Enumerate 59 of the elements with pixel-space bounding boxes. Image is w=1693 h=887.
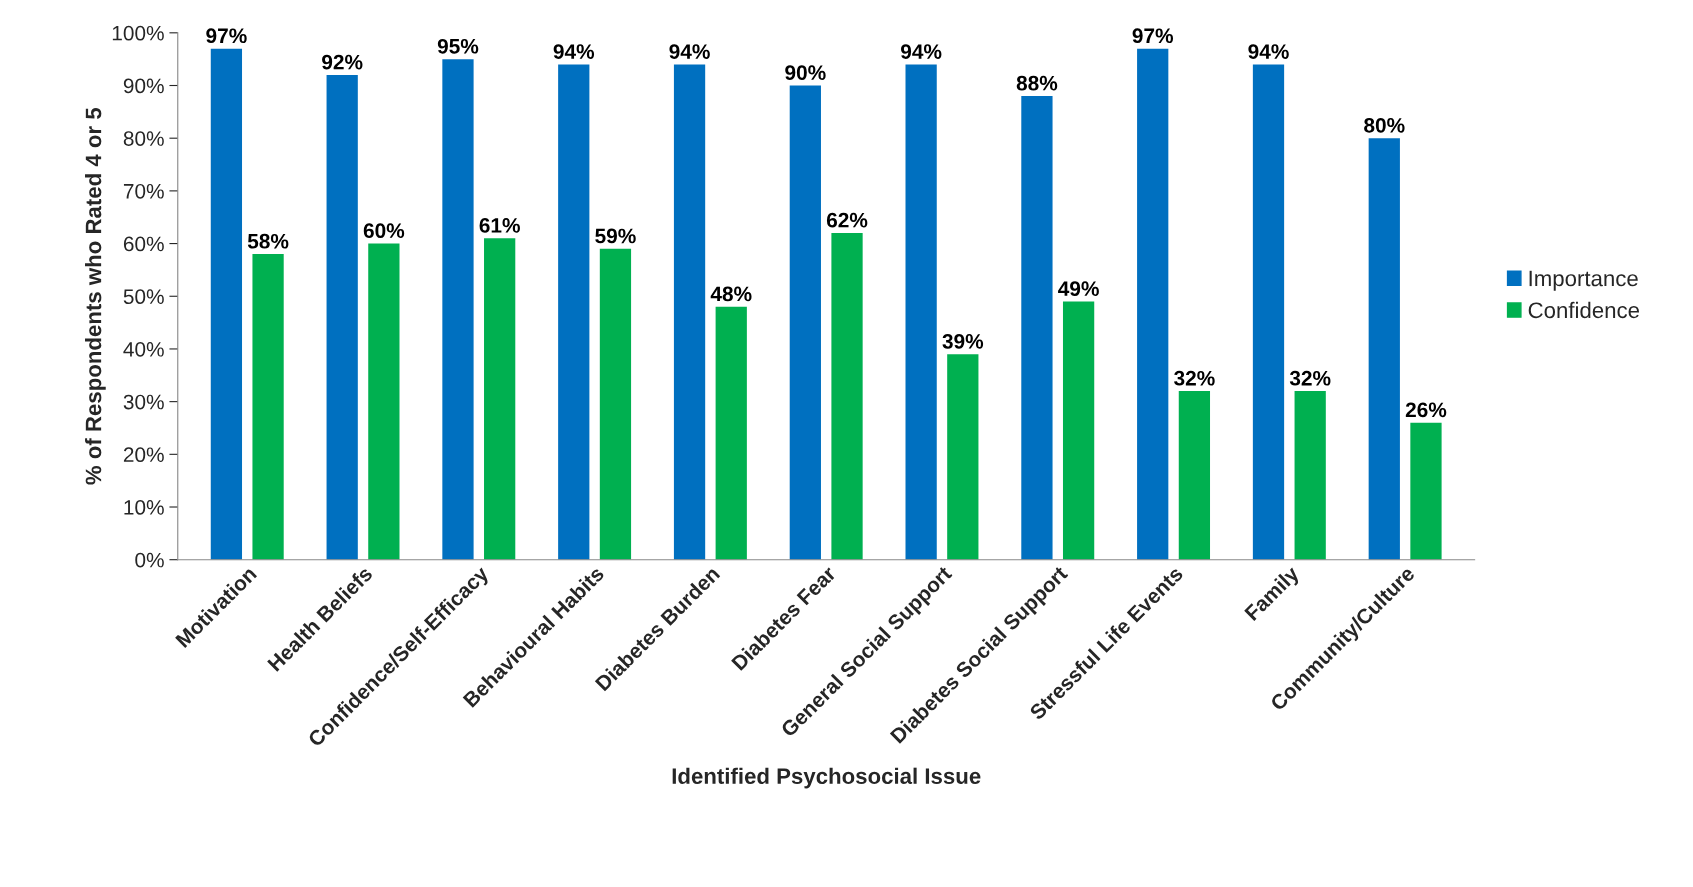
data-label: 59% bbox=[595, 228, 636, 244]
bar bbox=[1137, 48, 1169, 560]
bar bbox=[789, 85, 821, 560]
y-tick-label: 20% bbox=[123, 447, 164, 463]
bar bbox=[558, 64, 590, 560]
data-label: 97% bbox=[1132, 28, 1174, 44]
data-label: 94% bbox=[669, 44, 710, 59]
bar bbox=[1021, 96, 1053, 560]
bar bbox=[484, 238, 516, 560]
data-label: 48% bbox=[710, 286, 752, 302]
data-label: 49% bbox=[1058, 281, 1099, 297]
data-label: 60% bbox=[363, 223, 405, 239]
data-label: 88% bbox=[1016, 75, 1058, 91]
data-label: 61% bbox=[479, 218, 520, 233]
y-tick-label: 90% bbox=[123, 78, 164, 94]
y-tick-label: 70% bbox=[123, 183, 164, 199]
data-label: 97% bbox=[206, 28, 247, 44]
data-label: 80% bbox=[1364, 117, 1405, 133]
x-axis-title: Identified Psychosocial Issue bbox=[672, 767, 981, 789]
data-label: 90% bbox=[785, 65, 826, 80]
bar bbox=[715, 306, 747, 560]
bar bbox=[1410, 422, 1442, 560]
bar bbox=[1178, 391, 1211, 560]
bar bbox=[442, 59, 474, 560]
y-tick-label: 30% bbox=[123, 394, 164, 410]
y-tick-label: 80% bbox=[123, 131, 164, 146]
bar bbox=[1294, 391, 1326, 560]
y-tick-label: 100% bbox=[112, 25, 164, 41]
data-label: 95% bbox=[437, 38, 479, 54]
y-tick-label: 50% bbox=[123, 289, 164, 305]
data-label: 94% bbox=[1248, 44, 1289, 59]
bar bbox=[947, 354, 979, 560]
y-tick-label: 40% bbox=[123, 341, 164, 357]
data-label: 39% bbox=[942, 333, 984, 349]
legend-label: Confidence bbox=[1528, 301, 1640, 319]
data-label: 26% bbox=[1405, 402, 1447, 418]
data-label: 32% bbox=[1289, 370, 1331, 386]
bar bbox=[210, 48, 243, 560]
legend-label: Importance bbox=[1529, 270, 1638, 291]
data-label: 62% bbox=[826, 212, 868, 228]
data-label: 58% bbox=[247, 233, 289, 249]
bar bbox=[326, 74, 358, 560]
data-label: 94% bbox=[901, 44, 942, 59]
y-axis-title: % of Respondents who Rated 4 or 5 bbox=[85, 107, 106, 485]
y-tick-label: 60% bbox=[123, 236, 164, 252]
y-tick-label: 0% bbox=[135, 552, 164, 568]
bar bbox=[252, 254, 284, 560]
bar bbox=[599, 248, 632, 560]
data-label: 32% bbox=[1174, 370, 1215, 386]
bar bbox=[1252, 64, 1285, 560]
data-label: 94% bbox=[553, 44, 595, 59]
bar bbox=[1062, 301, 1095, 560]
bar bbox=[831, 233, 863, 560]
bar bbox=[673, 64, 706, 560]
bar bbox=[1368, 138, 1400, 560]
data-label: 92% bbox=[322, 54, 363, 70]
bar bbox=[905, 64, 937, 560]
y-tick-label: 10% bbox=[124, 500, 164, 515]
bar bbox=[368, 243, 400, 560]
